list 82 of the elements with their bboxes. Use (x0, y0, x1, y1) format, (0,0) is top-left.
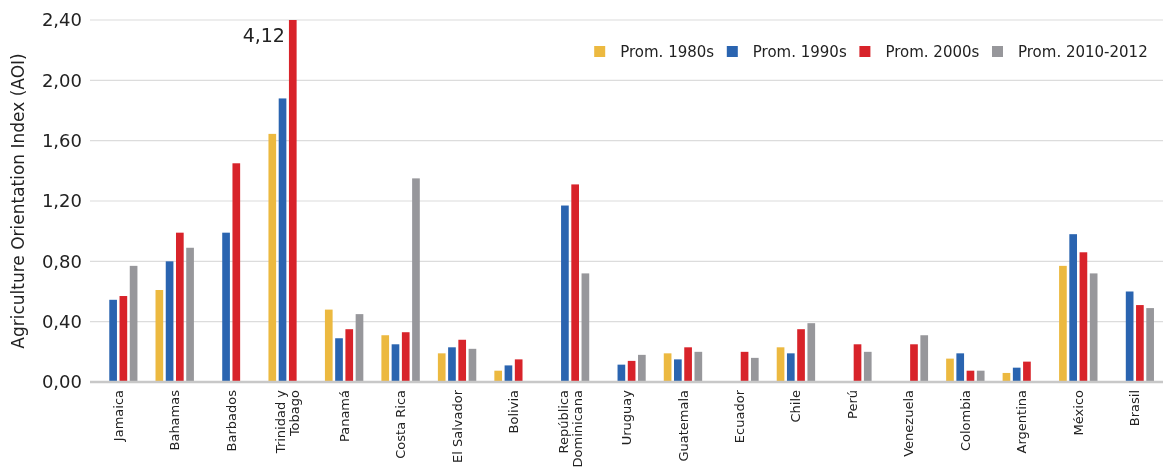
x-tick-label: Venezuela (901, 390, 917, 457)
bar (863, 351, 872, 382)
bar (278, 98, 287, 382)
x-tick-label: Guatemala (675, 390, 691, 462)
bar (129, 265, 138, 382)
x-tick-label: Jamaica (110, 390, 126, 443)
bar (412, 178, 420, 382)
x-tick-label: Ecuador (732, 389, 747, 444)
legend-label: Prom. 2000s (885, 43, 980, 62)
bar (786, 353, 795, 382)
bar (976, 370, 985, 382)
bar (1023, 361, 1031, 382)
bar (1146, 308, 1154, 382)
y-tick-label: 2,00 (41, 69, 82, 91)
bar (381, 335, 390, 382)
bar (1136, 305, 1144, 382)
bar (1069, 234, 1078, 382)
x-tick-label: Colombia (957, 390, 973, 452)
bar (186, 247, 194, 382)
x-tick-label: México (1070, 389, 1086, 436)
x-tick-label: Bahamas (167, 389, 183, 451)
x-tick-label: Perú (844, 390, 860, 419)
bar (1079, 252, 1088, 382)
x-tick-label: Uruguay (619, 389, 635, 446)
x-tick-label: República Dominicana (555, 390, 585, 467)
x-tick-label: Barbados (223, 389, 239, 452)
bar (1059, 265, 1067, 382)
bar (335, 338, 343, 382)
x-tick-label: Trinidad y Tobago (273, 389, 303, 455)
bar (946, 358, 954, 382)
x-tick-label: Costa Rica (393, 390, 409, 459)
y-tick-label: 0,00 (41, 371, 82, 393)
bar (155, 289, 164, 382)
bar (684, 347, 692, 382)
bar (268, 133, 277, 382)
bar (514, 359, 523, 382)
y-tick-label: 0,40 (41, 310, 82, 332)
bar (807, 323, 816, 382)
legend-label: Prom. 1980s (620, 43, 715, 62)
bar (345, 329, 354, 382)
bar (797, 329, 805, 382)
bar (119, 296, 128, 382)
bar (694, 351, 703, 382)
bar (175, 232, 184, 382)
x-tick-label: Bolivia (506, 390, 522, 434)
x-tick-label: Panamá (336, 390, 352, 443)
y-tick-label: 0,80 (41, 250, 82, 272)
bar (674, 359, 682, 382)
bar (1012, 367, 1021, 382)
bar (355, 314, 364, 382)
bar (401, 332, 410, 382)
bar (222, 232, 230, 382)
bar (750, 357, 759, 382)
bar (956, 353, 965, 382)
x-tick-label: Brasil (1127, 390, 1143, 427)
bar (571, 184, 579, 382)
legend-label: Prom. 2010-2012 (1018, 43, 1148, 62)
bar (561, 205, 569, 382)
x-tick-label: El Salvador (449, 389, 465, 463)
bar (324, 309, 333, 382)
x-tick-label: Chile (788, 390, 804, 423)
bar (581, 273, 590, 382)
y-tick-label: 2,40 (41, 9, 82, 31)
y-axis-title: Agriculture Orientation Index (AOI) (8, 53, 28, 349)
bar (288, 20, 297, 382)
x-tick-label: Argentina (1014, 390, 1030, 454)
y-tick-label: 1,60 (41, 129, 82, 151)
y-tick-label: 1,20 (41, 190, 82, 212)
legend-label: Prom. 1990s (752, 43, 847, 62)
bar (494, 370, 503, 382)
bar (1125, 291, 1134, 382)
bar (920, 335, 929, 382)
bar (109, 299, 117, 382)
bar (448, 347, 456, 382)
bar (232, 163, 241, 382)
bar (1089, 273, 1098, 382)
annotation: 4,12 (242, 24, 285, 46)
bar (437, 353, 446, 382)
bar (638, 354, 646, 382)
bar (910, 344, 918, 382)
bar (165, 261, 174, 382)
bar (458, 339, 467, 382)
